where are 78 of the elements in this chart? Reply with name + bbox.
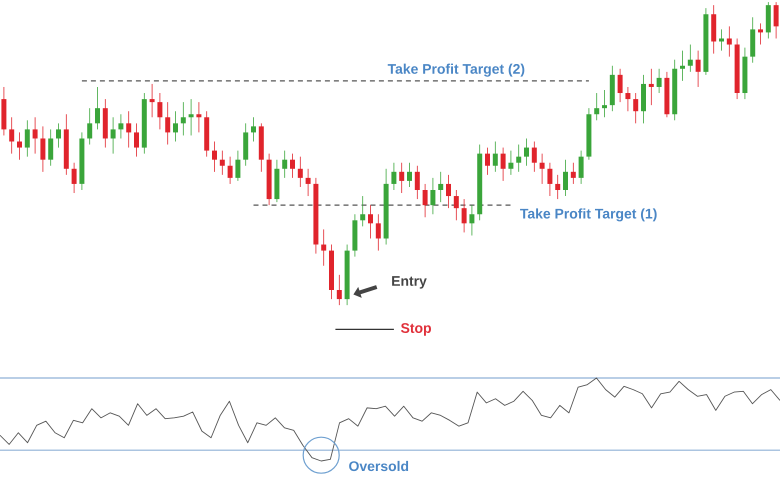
candlestick <box>134 122 139 158</box>
candlestick <box>516 144 522 172</box>
candlestick <box>391 162 396 190</box>
candlestick <box>462 198 467 233</box>
candlestick <box>399 162 404 194</box>
candlestick <box>469 204 474 236</box>
ref-line-label: Stop <box>400 323 431 336</box>
candlestick <box>532 141 537 172</box>
candlestick <box>180 102 186 136</box>
annotation: Oversold <box>349 460 408 472</box>
candlestick <box>368 204 374 239</box>
candlestick <box>430 177 436 215</box>
candlestick <box>422 184 428 218</box>
candlestick <box>376 214 381 251</box>
candlestick <box>188 98 194 136</box>
candlestick <box>306 168 311 196</box>
candlestick <box>485 147 490 176</box>
candlestick <box>72 162 77 194</box>
candlestick <box>774 2 779 39</box>
candlestick <box>290 153 295 178</box>
candlestick <box>336 274 342 306</box>
ref-line-label: Take Profit Target (1) <box>520 208 657 222</box>
candlestick <box>680 50 686 82</box>
candlestick <box>446 174 452 209</box>
candlestick <box>500 147 506 182</box>
candlestick <box>212 141 217 172</box>
candlestick <box>563 159 568 196</box>
candlestick <box>414 165 420 200</box>
candlestick <box>594 92 600 121</box>
candlestick <box>625 86 630 112</box>
candlestick <box>633 92 638 124</box>
candlestick <box>618 68 623 103</box>
candlestick <box>40 126 46 172</box>
candlestick <box>126 110 132 148</box>
candlestick <box>9 116 14 154</box>
candlestick <box>578 150 584 184</box>
ref-line-label: Take Profit Target (2) <box>388 64 524 77</box>
candlestick <box>555 174 560 200</box>
candlestick <box>32 116 38 154</box>
candlestick <box>87 108 92 145</box>
candlestick <box>719 28 724 51</box>
candlestick <box>235 150 240 182</box>
candlestick <box>298 156 303 188</box>
candlestick <box>165 102 170 145</box>
candlestick <box>454 190 459 221</box>
candlestick <box>758 22 764 45</box>
candlestick <box>547 162 552 196</box>
candlestick <box>56 122 61 148</box>
candlestick <box>656 68 662 94</box>
candlestick <box>508 150 514 176</box>
candlestick <box>688 44 693 72</box>
candlestick <box>360 196 366 227</box>
candlestick <box>150 84 155 118</box>
candlestick <box>110 116 116 154</box>
candlestick <box>173 110 178 142</box>
candlestick <box>570 162 576 184</box>
candlestick <box>24 120 30 158</box>
candlestick <box>407 162 412 188</box>
candlestick <box>48 128 54 166</box>
candlestick <box>602 90 608 118</box>
candlestick <box>321 228 326 266</box>
annotation: Entry <box>392 276 427 289</box>
candlestick <box>118 114 124 139</box>
candlestick <box>524 138 530 166</box>
candlestick <box>696 50 701 88</box>
candlestick <box>196 102 202 133</box>
candlestick <box>228 156 233 184</box>
candlestick <box>726 26 732 58</box>
candlestick <box>251 116 256 142</box>
candlestick <box>648 68 654 106</box>
candlestick <box>95 86 100 130</box>
candlestick <box>438 171 444 203</box>
candlestick <box>17 132 22 160</box>
candlestick <box>220 150 225 176</box>
candlestick <box>282 150 288 178</box>
candlestick <box>540 153 545 184</box>
candlestick <box>492 141 498 172</box>
candlestick <box>157 92 162 130</box>
